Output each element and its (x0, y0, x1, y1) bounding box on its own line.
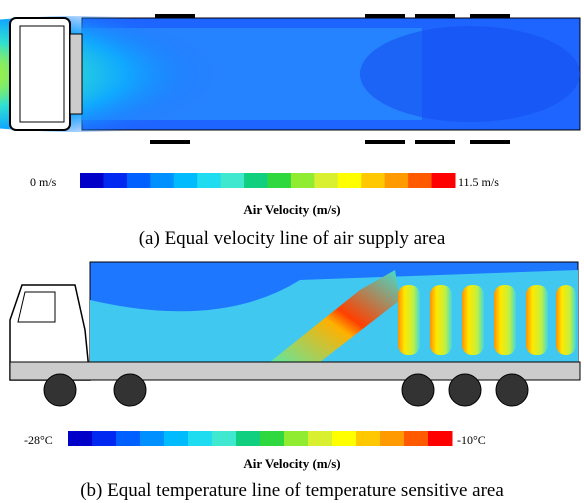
colorbar-segment (356, 431, 381, 446)
colorbar-segment (116, 431, 141, 446)
colorbar-segment (385, 173, 409, 188)
colorbar-segment (188, 431, 213, 446)
colorbar-segment (380, 431, 405, 446)
colorbar-segment (103, 173, 127, 188)
velocity-contour (0, 14, 580, 144)
colorbar (68, 431, 453, 446)
colorbar-segment (236, 431, 261, 446)
colorbar-segment (361, 173, 385, 188)
colorbar-segment (404, 431, 429, 446)
colorbar (80, 173, 456, 188)
colorbar-min-label: 0 m/s (30, 175, 57, 189)
colorbar-segment (164, 431, 189, 446)
colorbar-segment (314, 173, 338, 188)
colorbar-segment (221, 173, 245, 188)
colorbar-segment (174, 173, 198, 188)
colorbar-segment (432, 173, 456, 188)
caption: (a) Equal velocity line of air supply ar… (139, 228, 446, 249)
colorbar-segment (408, 173, 432, 188)
colorbar-segment (338, 173, 362, 188)
colorbar-segment (291, 173, 315, 188)
caption: (b) Equal temperature line of temperatur… (80, 480, 504, 501)
colorbar-segment (284, 431, 309, 446)
colorbar-segment (268, 173, 292, 188)
legend-title: Air Velocity (m/s) (243, 202, 340, 217)
colorbar-max-label: 11.5 m/s (458, 175, 499, 189)
colorbar-max-label: -10°C (457, 433, 486, 447)
colorbar-segment (80, 173, 104, 188)
temperature-contour (10, 262, 580, 406)
legend-title: Air Velocity (m/s) (243, 456, 340, 471)
colorbar-segment (92, 431, 117, 446)
colorbar-segment (428, 431, 453, 446)
colorbar-min-label: -28°C (24, 433, 53, 447)
colorbar-segment (150, 173, 174, 188)
colorbar-segment (68, 431, 93, 446)
colorbar-segment (127, 173, 151, 188)
colorbar-segment (140, 431, 165, 446)
colorbar-segment (332, 431, 357, 446)
colorbar-segment (260, 431, 285, 446)
colorbar-segment (212, 431, 237, 446)
colorbar-segment (308, 431, 333, 446)
figure: 0 m/s 11.5 m/s Air Velocity (m/s) (a) Eq… (0, 0, 584, 503)
colorbar-segment (197, 173, 221, 188)
colorbar-segment (244, 173, 268, 188)
